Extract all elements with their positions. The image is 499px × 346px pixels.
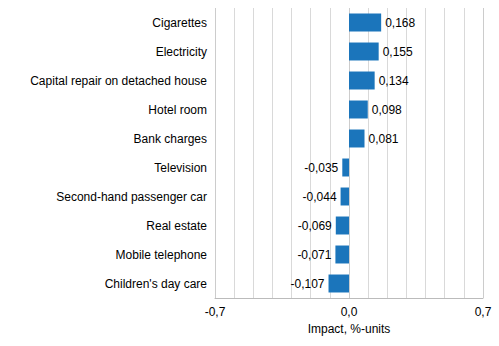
svg-text:Television: Television [154, 161, 207, 175]
svg-text:-0,7: -0,7 [205, 305, 226, 319]
svg-text:0,081: 0,081 [369, 132, 399, 146]
svg-text:Capital repair on detached hou: Capital repair on detached house [30, 74, 207, 88]
svg-text:-0,035: -0,035 [304, 161, 338, 175]
svg-text:0,7: 0,7 [475, 305, 492, 319]
svg-text:0,168: 0,168 [385, 16, 415, 30]
svg-text:-0,107: -0,107 [290, 277, 324, 291]
svg-text:Bank charges: Bank charges [134, 132, 207, 146]
svg-text:Real estate: Real estate [146, 219, 207, 233]
svg-text:Impact, %-units: Impact, %-units [308, 322, 391, 336]
svg-text:0,0: 0,0 [341, 305, 358, 319]
svg-text:Hotel room: Hotel room [148, 103, 207, 117]
svg-text:-0,071: -0,071 [297, 248, 331, 262]
svg-text:Electricity: Electricity [156, 45, 207, 59]
svg-text:-0,069: -0,069 [298, 219, 332, 233]
svg-text:Mobile telephone: Mobile telephone [116, 248, 208, 262]
svg-text:Cigarettes: Cigarettes [152, 16, 207, 30]
svg-text:Second-hand passenger car: Second-hand passenger car [56, 190, 207, 204]
svg-text:Children's day care: Children's day care [105, 277, 208, 291]
svg-text:0,155: 0,155 [383, 45, 413, 59]
svg-text:0,098: 0,098 [372, 103, 402, 117]
svg-text:0,134: 0,134 [379, 74, 409, 88]
svg-text:-0,044: -0,044 [303, 190, 337, 204]
